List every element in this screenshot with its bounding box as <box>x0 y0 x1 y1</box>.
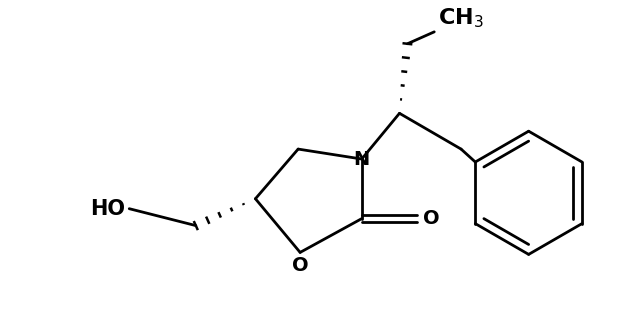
Text: O: O <box>292 256 308 275</box>
Text: HO: HO <box>90 199 125 219</box>
Text: O: O <box>423 209 440 228</box>
Text: CH$_3$: CH$_3$ <box>438 6 484 30</box>
Text: N: N <box>354 150 370 169</box>
